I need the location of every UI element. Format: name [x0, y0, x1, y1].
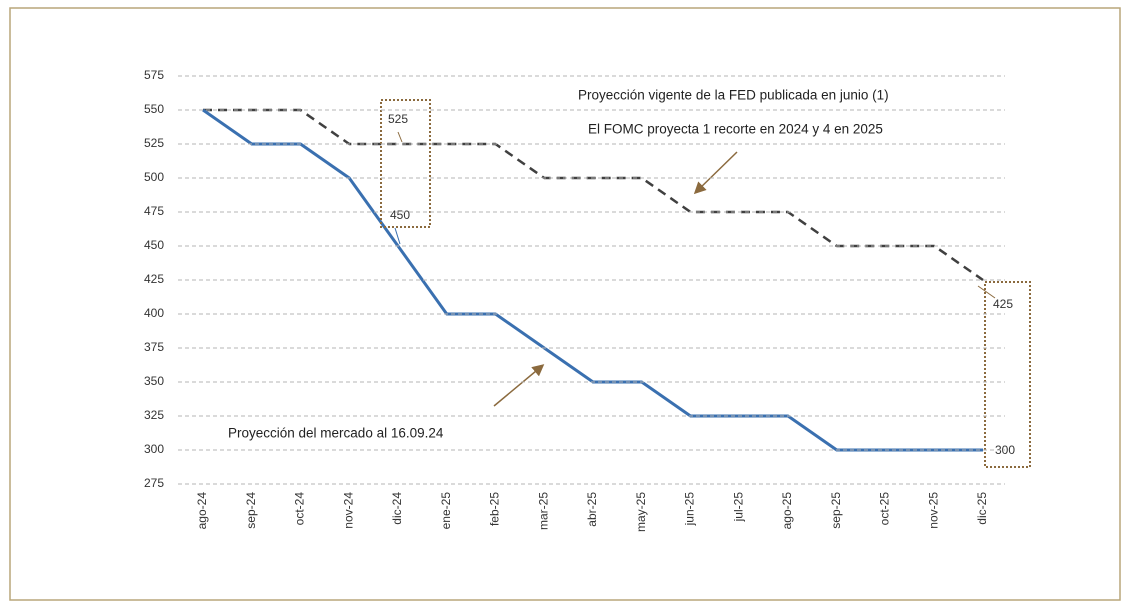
x-tick-label: abr-25 [585, 492, 599, 527]
annotation: El FOMC proyecta 1 recorte en 2024 y 4 e… [588, 122, 883, 137]
y-tick-label: 500 [144, 170, 164, 184]
x-tick-label: oct-24 [293, 492, 307, 526]
y-tick-label: 325 [144, 408, 164, 422]
y-tick-label: 550 [144, 102, 164, 116]
x-tick-label: mar-25 [536, 492, 550, 530]
data-label: 450 [390, 208, 410, 222]
data-label: 300 [995, 443, 1015, 457]
callout-box [380, 99, 431, 228]
leader-line [397, 131, 403, 143]
y-tick-label: 300 [144, 442, 164, 456]
y-tick-label: 475 [144, 204, 164, 218]
annotation: Proyección del mercado al 16.09.24 [228, 426, 444, 441]
x-tick-label: ago-25 [780, 492, 794, 530]
y-tick-label: 450 [144, 238, 164, 252]
y-tick-label: 400 [144, 306, 164, 320]
arrow [693, 151, 738, 195]
x-tick-label: dic-25 [975, 492, 989, 525]
arrow [493, 364, 545, 407]
x-tick-label: ene-25 [439, 492, 453, 530]
y-tick-label: 375 [144, 340, 164, 354]
y-tick-label: 350 [144, 374, 164, 388]
x-tick-label: sep-25 [829, 492, 843, 529]
x-tick-label: ago-24 [195, 492, 209, 530]
x-tick-label: nov-24 [341, 492, 355, 529]
y-tick-label: 425 [144, 272, 164, 286]
annotation: Proyección vigente de la FED publicada e… [578, 88, 889, 103]
data-label: 425 [993, 297, 1013, 311]
x-tick-label: may-25 [634, 492, 648, 532]
y-tick-label: 525 [144, 136, 164, 150]
x-tick-label: sep-24 [244, 492, 258, 529]
y-tick-label: 575 [144, 68, 164, 82]
leader-line [394, 227, 401, 245]
x-tick-label: dic-24 [390, 492, 404, 525]
x-tick-label: feb-25 [488, 492, 502, 526]
frame [9, 7, 1121, 601]
callout-box [984, 281, 1031, 468]
leader-line [977, 285, 996, 299]
x-tick-label: oct-25 [878, 492, 892, 526]
x-tick-label: jul-25 [731, 492, 745, 523]
data-label: 525 [388, 112, 408, 126]
y-tick-label: 275 [144, 476, 164, 490]
x-tick-label: nov-25 [926, 492, 940, 529]
x-tick-label: jun-25 [683, 492, 697, 527]
